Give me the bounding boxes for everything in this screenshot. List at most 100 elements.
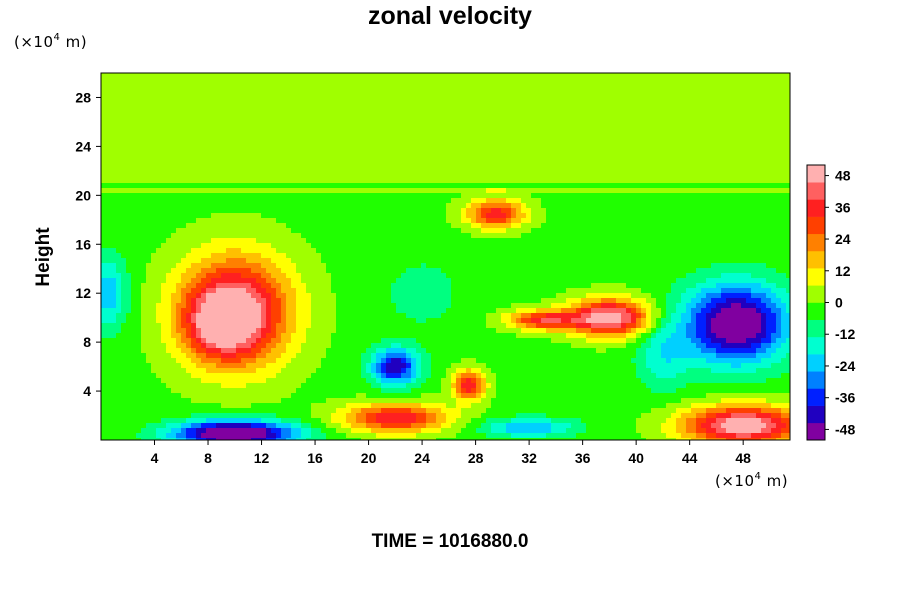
field-cell bbox=[256, 163, 262, 169]
field-cell bbox=[431, 128, 437, 134]
field-cell bbox=[461, 158, 467, 164]
field-cell bbox=[631, 183, 637, 189]
field-cell bbox=[771, 238, 777, 244]
field-cell bbox=[211, 93, 217, 99]
field-cell bbox=[441, 193, 447, 199]
field-cell bbox=[121, 93, 127, 99]
field-cell bbox=[106, 103, 112, 109]
field-cell bbox=[761, 153, 767, 159]
field-cell bbox=[681, 93, 687, 99]
field-cell bbox=[531, 113, 537, 119]
field-cell bbox=[566, 88, 572, 94]
field-cell bbox=[481, 243, 487, 249]
field-cell bbox=[571, 143, 577, 149]
field-cell bbox=[391, 128, 397, 134]
field-cell bbox=[456, 158, 462, 164]
field-cell bbox=[551, 153, 557, 159]
field-cell bbox=[226, 248, 232, 254]
field-cell bbox=[316, 108, 322, 114]
field-cell bbox=[346, 203, 352, 209]
field-cell bbox=[191, 188, 197, 194]
field-cell bbox=[591, 203, 597, 209]
field-cell bbox=[286, 128, 292, 134]
field-cell bbox=[786, 243, 791, 249]
field-cell bbox=[536, 228, 542, 234]
field-cell bbox=[366, 218, 372, 224]
field-cell bbox=[706, 233, 712, 239]
field-cell bbox=[591, 113, 597, 119]
field-cell bbox=[146, 158, 152, 164]
field-cell bbox=[141, 93, 147, 99]
field-cell bbox=[351, 238, 357, 244]
field-cell bbox=[206, 203, 212, 209]
field-cell bbox=[141, 208, 147, 214]
field-cell bbox=[786, 228, 791, 234]
field-cell bbox=[381, 113, 387, 119]
field-cell bbox=[516, 228, 522, 234]
field-cell bbox=[396, 118, 402, 124]
chart-title: zonal velocity bbox=[368, 2, 532, 30]
field-cell bbox=[421, 153, 427, 159]
field-cell bbox=[786, 88, 791, 94]
field-cell bbox=[116, 243, 122, 249]
field-cell bbox=[301, 248, 307, 254]
field-cell bbox=[426, 78, 432, 84]
field-cell bbox=[581, 183, 587, 189]
field-cell bbox=[191, 143, 197, 149]
field-cell bbox=[771, 208, 777, 214]
field-cell bbox=[191, 168, 197, 174]
field-cell bbox=[311, 128, 317, 134]
field-cell bbox=[561, 188, 567, 194]
field-cell bbox=[116, 73, 122, 79]
field-cell bbox=[716, 168, 722, 174]
field-cell bbox=[516, 173, 522, 179]
field-cell bbox=[481, 238, 487, 244]
field-cell bbox=[661, 213, 667, 219]
field-cell bbox=[516, 108, 522, 114]
field-cell bbox=[516, 83, 522, 89]
field-cell bbox=[486, 238, 492, 244]
field-cell bbox=[296, 138, 302, 144]
field-cell bbox=[656, 223, 662, 229]
field-cell bbox=[301, 173, 307, 179]
field-cell bbox=[356, 228, 362, 234]
field-cell bbox=[156, 203, 162, 209]
field-cell bbox=[691, 108, 697, 114]
field-cell bbox=[751, 133, 757, 139]
field-cell bbox=[611, 138, 617, 144]
field-cell bbox=[271, 83, 277, 89]
field-cell bbox=[711, 163, 717, 169]
field-cell bbox=[231, 228, 237, 234]
field-cell bbox=[301, 138, 307, 144]
field-cell bbox=[651, 113, 657, 119]
field-cell bbox=[566, 108, 572, 114]
field-cell bbox=[591, 173, 597, 179]
field-cell bbox=[371, 218, 377, 224]
field-cell bbox=[256, 213, 262, 219]
field-cell bbox=[121, 103, 127, 109]
field-cell bbox=[631, 168, 637, 174]
field-cell bbox=[471, 188, 477, 194]
field-cell bbox=[496, 163, 502, 169]
field-cell bbox=[641, 123, 647, 129]
field-cell bbox=[276, 168, 282, 174]
field-cell bbox=[566, 248, 572, 254]
field-cell bbox=[216, 193, 222, 199]
field-cell bbox=[701, 148, 707, 154]
field-cell bbox=[346, 128, 352, 134]
field-cell bbox=[131, 183, 137, 189]
field-cell bbox=[606, 188, 612, 194]
field-cell bbox=[266, 168, 272, 174]
field-cell bbox=[666, 103, 672, 109]
field-cell bbox=[181, 98, 187, 104]
field-cell bbox=[236, 238, 242, 244]
field-cell bbox=[266, 193, 272, 199]
field-cell bbox=[156, 133, 162, 139]
field-cell bbox=[441, 153, 447, 159]
field-cell bbox=[586, 143, 592, 149]
field-cell bbox=[731, 128, 737, 134]
field-cell bbox=[571, 83, 577, 89]
field-cell bbox=[486, 173, 492, 179]
field-cell bbox=[401, 133, 407, 139]
field-cell bbox=[296, 93, 302, 99]
